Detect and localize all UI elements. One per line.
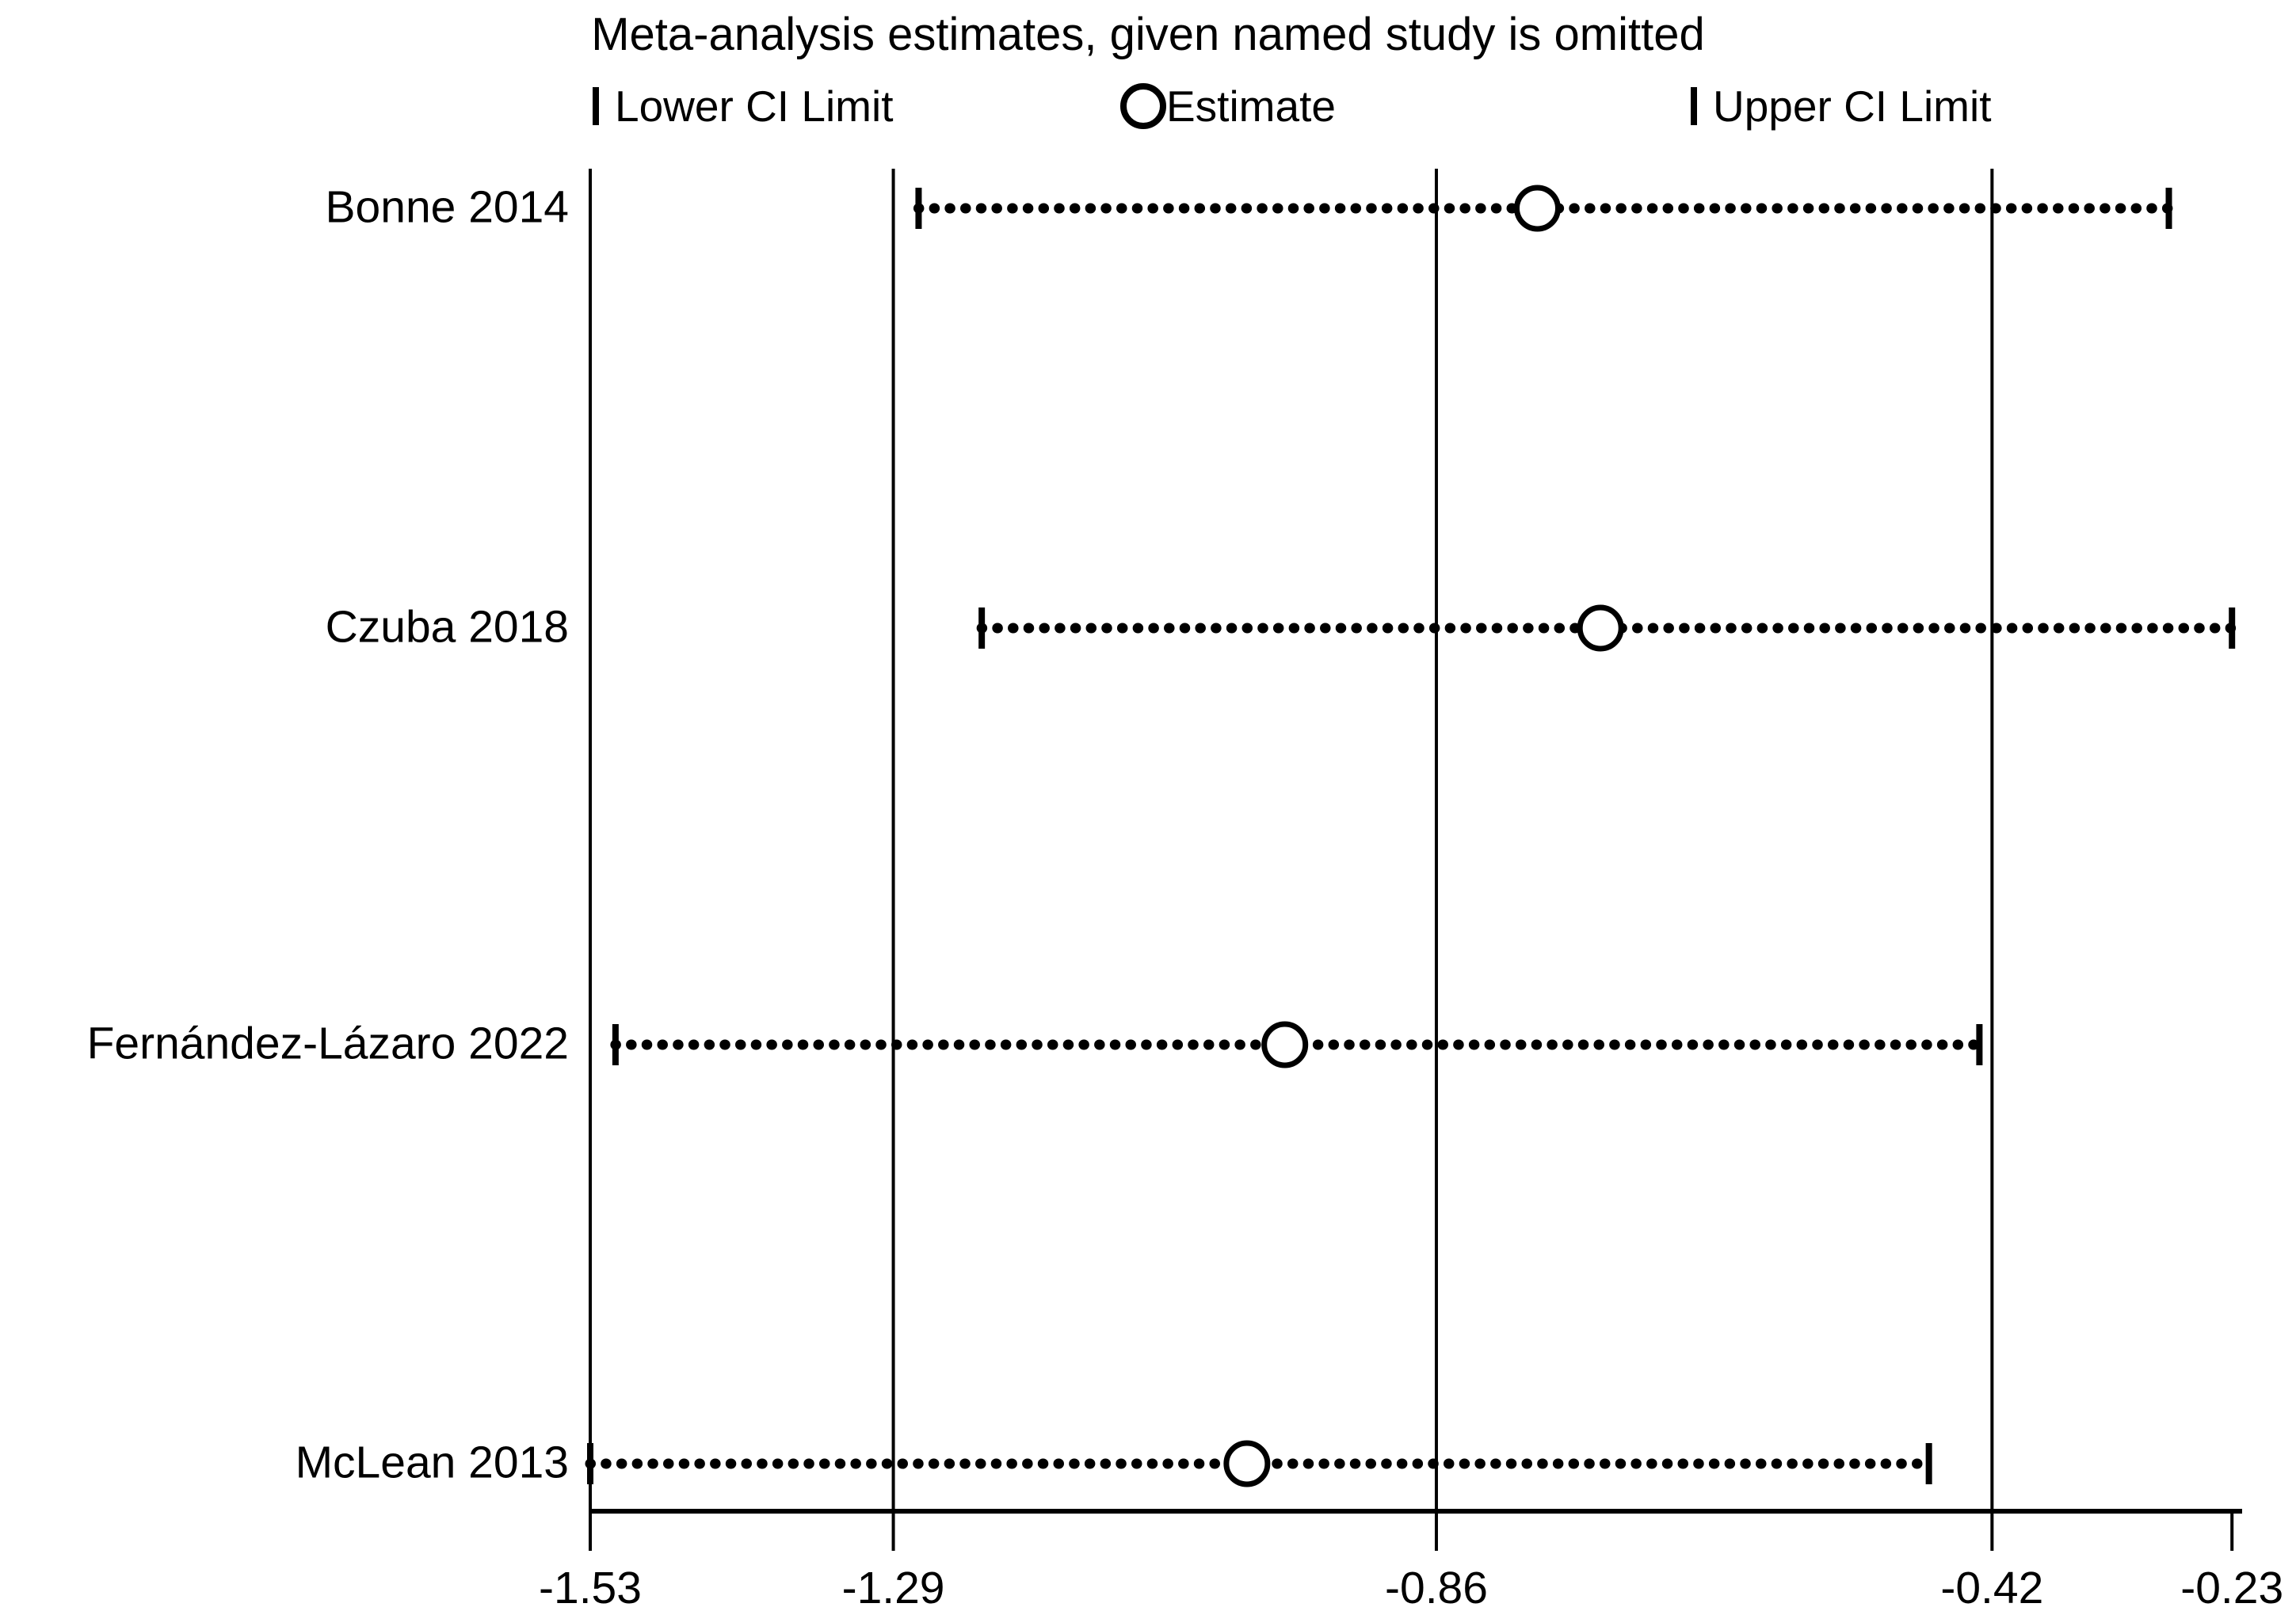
legend-lower-ci-label: Lower CI Limit: [615, 82, 894, 131]
x-tick-label: -0.42: [1940, 1563, 2044, 1611]
x-tick-label: -0.86: [1385, 1563, 1488, 1611]
study-label: McLean 2013: [295, 1437, 569, 1488]
estimate-circle-icon: [1120, 83, 1166, 129]
chart-legend: Lower CI Limit Estimate Upper CI Limit: [0, 78, 2296, 135]
estimate-marker: [1261, 1021, 1309, 1068]
estimate-marker: [1223, 1440, 1271, 1487]
study-label: Bonne 2014: [325, 181, 569, 233]
legend-item-estimate: Estimate: [1120, 78, 1336, 135]
legend-item-upper-ci: Upper CI Limit: [1691, 78, 1991, 135]
legend-upper-ci-label: Upper CI Limit: [1713, 82, 1992, 131]
ci-limit-tick-icon: [1691, 87, 1697, 125]
x-tick-label: -1.29: [841, 1563, 945, 1611]
estimate-marker: [1577, 604, 1624, 652]
x-tick-label: -0.23: [2180, 1563, 2284, 1611]
legend-item-lower-ci: Lower CI Limit: [593, 78, 893, 135]
study-label: Czuba 2018: [325, 601, 569, 653]
chart-title: Meta-analysis estimates, given named stu…: [591, 9, 1705, 60]
legend-estimate-label: Estimate: [1166, 82, 1336, 131]
ci-limit-tick-icon: [593, 87, 599, 125]
study-label: Fernández-Lázaro 2022: [86, 1018, 569, 1069]
estimate-marker: [1514, 185, 1561, 232]
x-tick-label: -1.53: [539, 1563, 642, 1611]
